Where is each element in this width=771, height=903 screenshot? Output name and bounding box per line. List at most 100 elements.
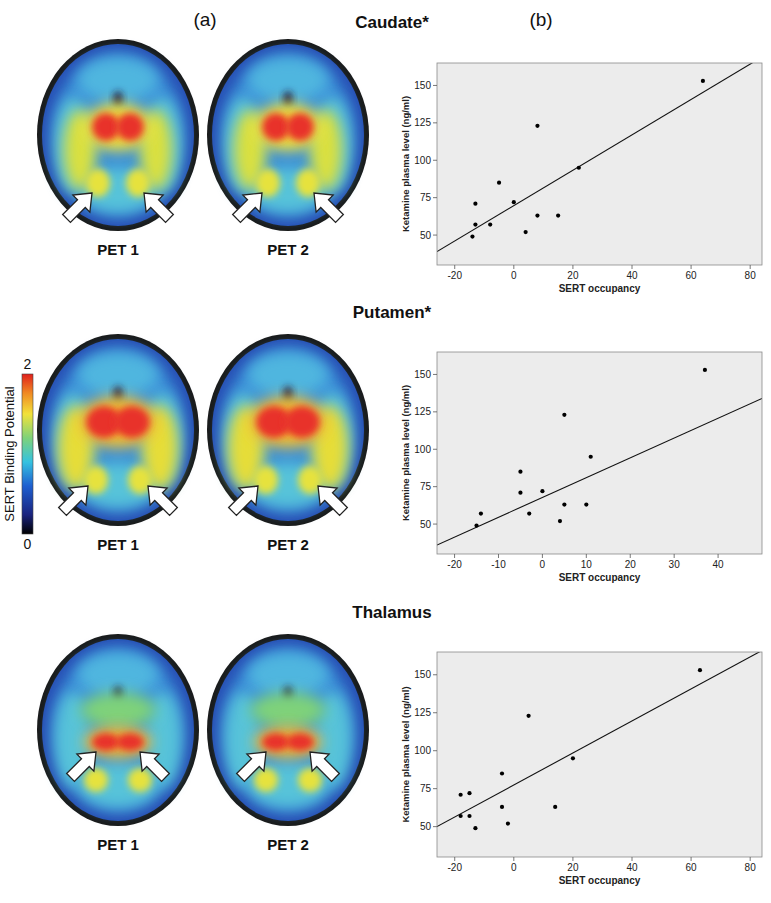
tick-mark	[513, 265, 514, 269]
data-point	[473, 223, 477, 227]
tick-label: 40	[626, 862, 638, 873]
data-point	[526, 714, 530, 718]
tick-label: 100	[414, 745, 431, 756]
tick-mark	[542, 554, 543, 558]
tick-label: 40	[626, 270, 638, 281]
data-point	[467, 814, 471, 818]
data-point	[459, 814, 463, 818]
brain-outline	[37, 39, 199, 231]
brain-image	[37, 334, 199, 526]
uptake-blob	[262, 113, 290, 141]
tick-mark	[433, 160, 437, 161]
uptake-blob	[116, 113, 144, 141]
tick-mark	[691, 265, 692, 269]
uptake-blob	[78, 763, 158, 807]
tick-mark	[433, 411, 437, 412]
image-label: PET 2	[267, 536, 309, 553]
plot-area	[437, 652, 762, 857]
arrow	[62, 744, 104, 786]
data-point	[506, 821, 510, 825]
uptake-blob	[222, 648, 354, 812]
data-point	[474, 523, 478, 527]
x-axis-label: SERT occupancy	[559, 572, 641, 583]
data-point	[473, 826, 477, 830]
brain-base	[42, 44, 194, 226]
plot-area	[437, 352, 762, 554]
brain-image	[207, 634, 369, 826]
tick-mark	[433, 197, 437, 198]
tick-label: 75	[420, 192, 432, 203]
brain-base	[42, 639, 194, 821]
y-axis-label: Ketamine plasma level (ng/ml)	[400, 385, 411, 521]
tick-mark	[572, 265, 573, 269]
data-point	[577, 166, 581, 170]
fit-line	[437, 398, 762, 545]
colorbar-label: SERT Binding Potential	[2, 386, 17, 521]
tick-mark	[691, 857, 692, 861]
tick-mark	[674, 554, 675, 558]
plot-area	[437, 63, 762, 265]
arrow	[224, 478, 266, 520]
arrow	[58, 185, 100, 227]
uptake-blob	[128, 768, 152, 792]
chart: Thalamus5075100125150-20020406080SERT oc…	[352, 603, 762, 886]
uptake-blob	[284, 406, 320, 438]
tick-mark	[433, 788, 437, 789]
tick-mark	[718, 554, 719, 558]
tick-label: 125	[414, 707, 431, 718]
data-point	[562, 413, 566, 417]
brain-image	[37, 39, 199, 231]
y-axis-label: Ketamine plasma level (ng/ml)	[400, 686, 411, 822]
arrow	[306, 185, 348, 227]
tick-mark	[433, 712, 437, 713]
tick-mark	[572, 857, 573, 861]
tick-mark	[630, 554, 631, 558]
brain-base	[42, 339, 194, 521]
fit-line	[437, 652, 762, 827]
data-point	[703, 368, 707, 372]
uptake-blob	[78, 463, 158, 507]
x-axis-label: SERT occupancy	[559, 283, 641, 294]
data-point	[535, 214, 539, 218]
tick-label: 100	[414, 444, 431, 455]
brain-outline	[37, 334, 199, 526]
data-point	[527, 511, 531, 515]
arrow	[140, 478, 182, 520]
tick-label: -20	[448, 862, 463, 873]
tick-mark	[750, 857, 751, 861]
data-point	[553, 805, 557, 809]
tick-mark	[433, 826, 437, 827]
data-point	[467, 791, 471, 795]
data-point	[589, 455, 593, 459]
tick-label: 0	[511, 862, 517, 873]
arrow	[302, 744, 344, 786]
data-point	[562, 503, 566, 507]
uptake-blob	[262, 733, 290, 751]
brain-base	[212, 639, 364, 821]
figure: (a)(b)PET 1PET 2PET 1PET 2PET 1PET 202SE…	[0, 0, 771, 903]
uptake-blob	[248, 763, 328, 807]
brain-base	[212, 339, 364, 521]
brain-outline	[37, 634, 199, 826]
tick-label: 0	[511, 270, 517, 281]
tick-label: -20	[448, 270, 463, 281]
data-point	[698, 668, 702, 672]
data-point	[500, 771, 504, 775]
data-point	[584, 503, 588, 507]
tick-mark	[513, 857, 514, 861]
brain-image	[37, 634, 199, 826]
tick-label: 150	[414, 80, 431, 91]
data-point	[540, 489, 544, 493]
image-label: PET 1	[97, 536, 139, 553]
data-point	[535, 124, 539, 128]
data-point	[497, 181, 501, 185]
tick-label: 30	[669, 559, 681, 570]
tick-label: -10	[491, 559, 506, 570]
image-label: PET 1	[97, 241, 139, 258]
image-label: PET 2	[267, 241, 309, 258]
tick-mark	[632, 265, 633, 269]
uptake-blob	[92, 113, 120, 141]
colorbar	[22, 374, 33, 534]
chart-title: Caudate*	[355, 13, 429, 32]
data-point	[512, 200, 516, 204]
